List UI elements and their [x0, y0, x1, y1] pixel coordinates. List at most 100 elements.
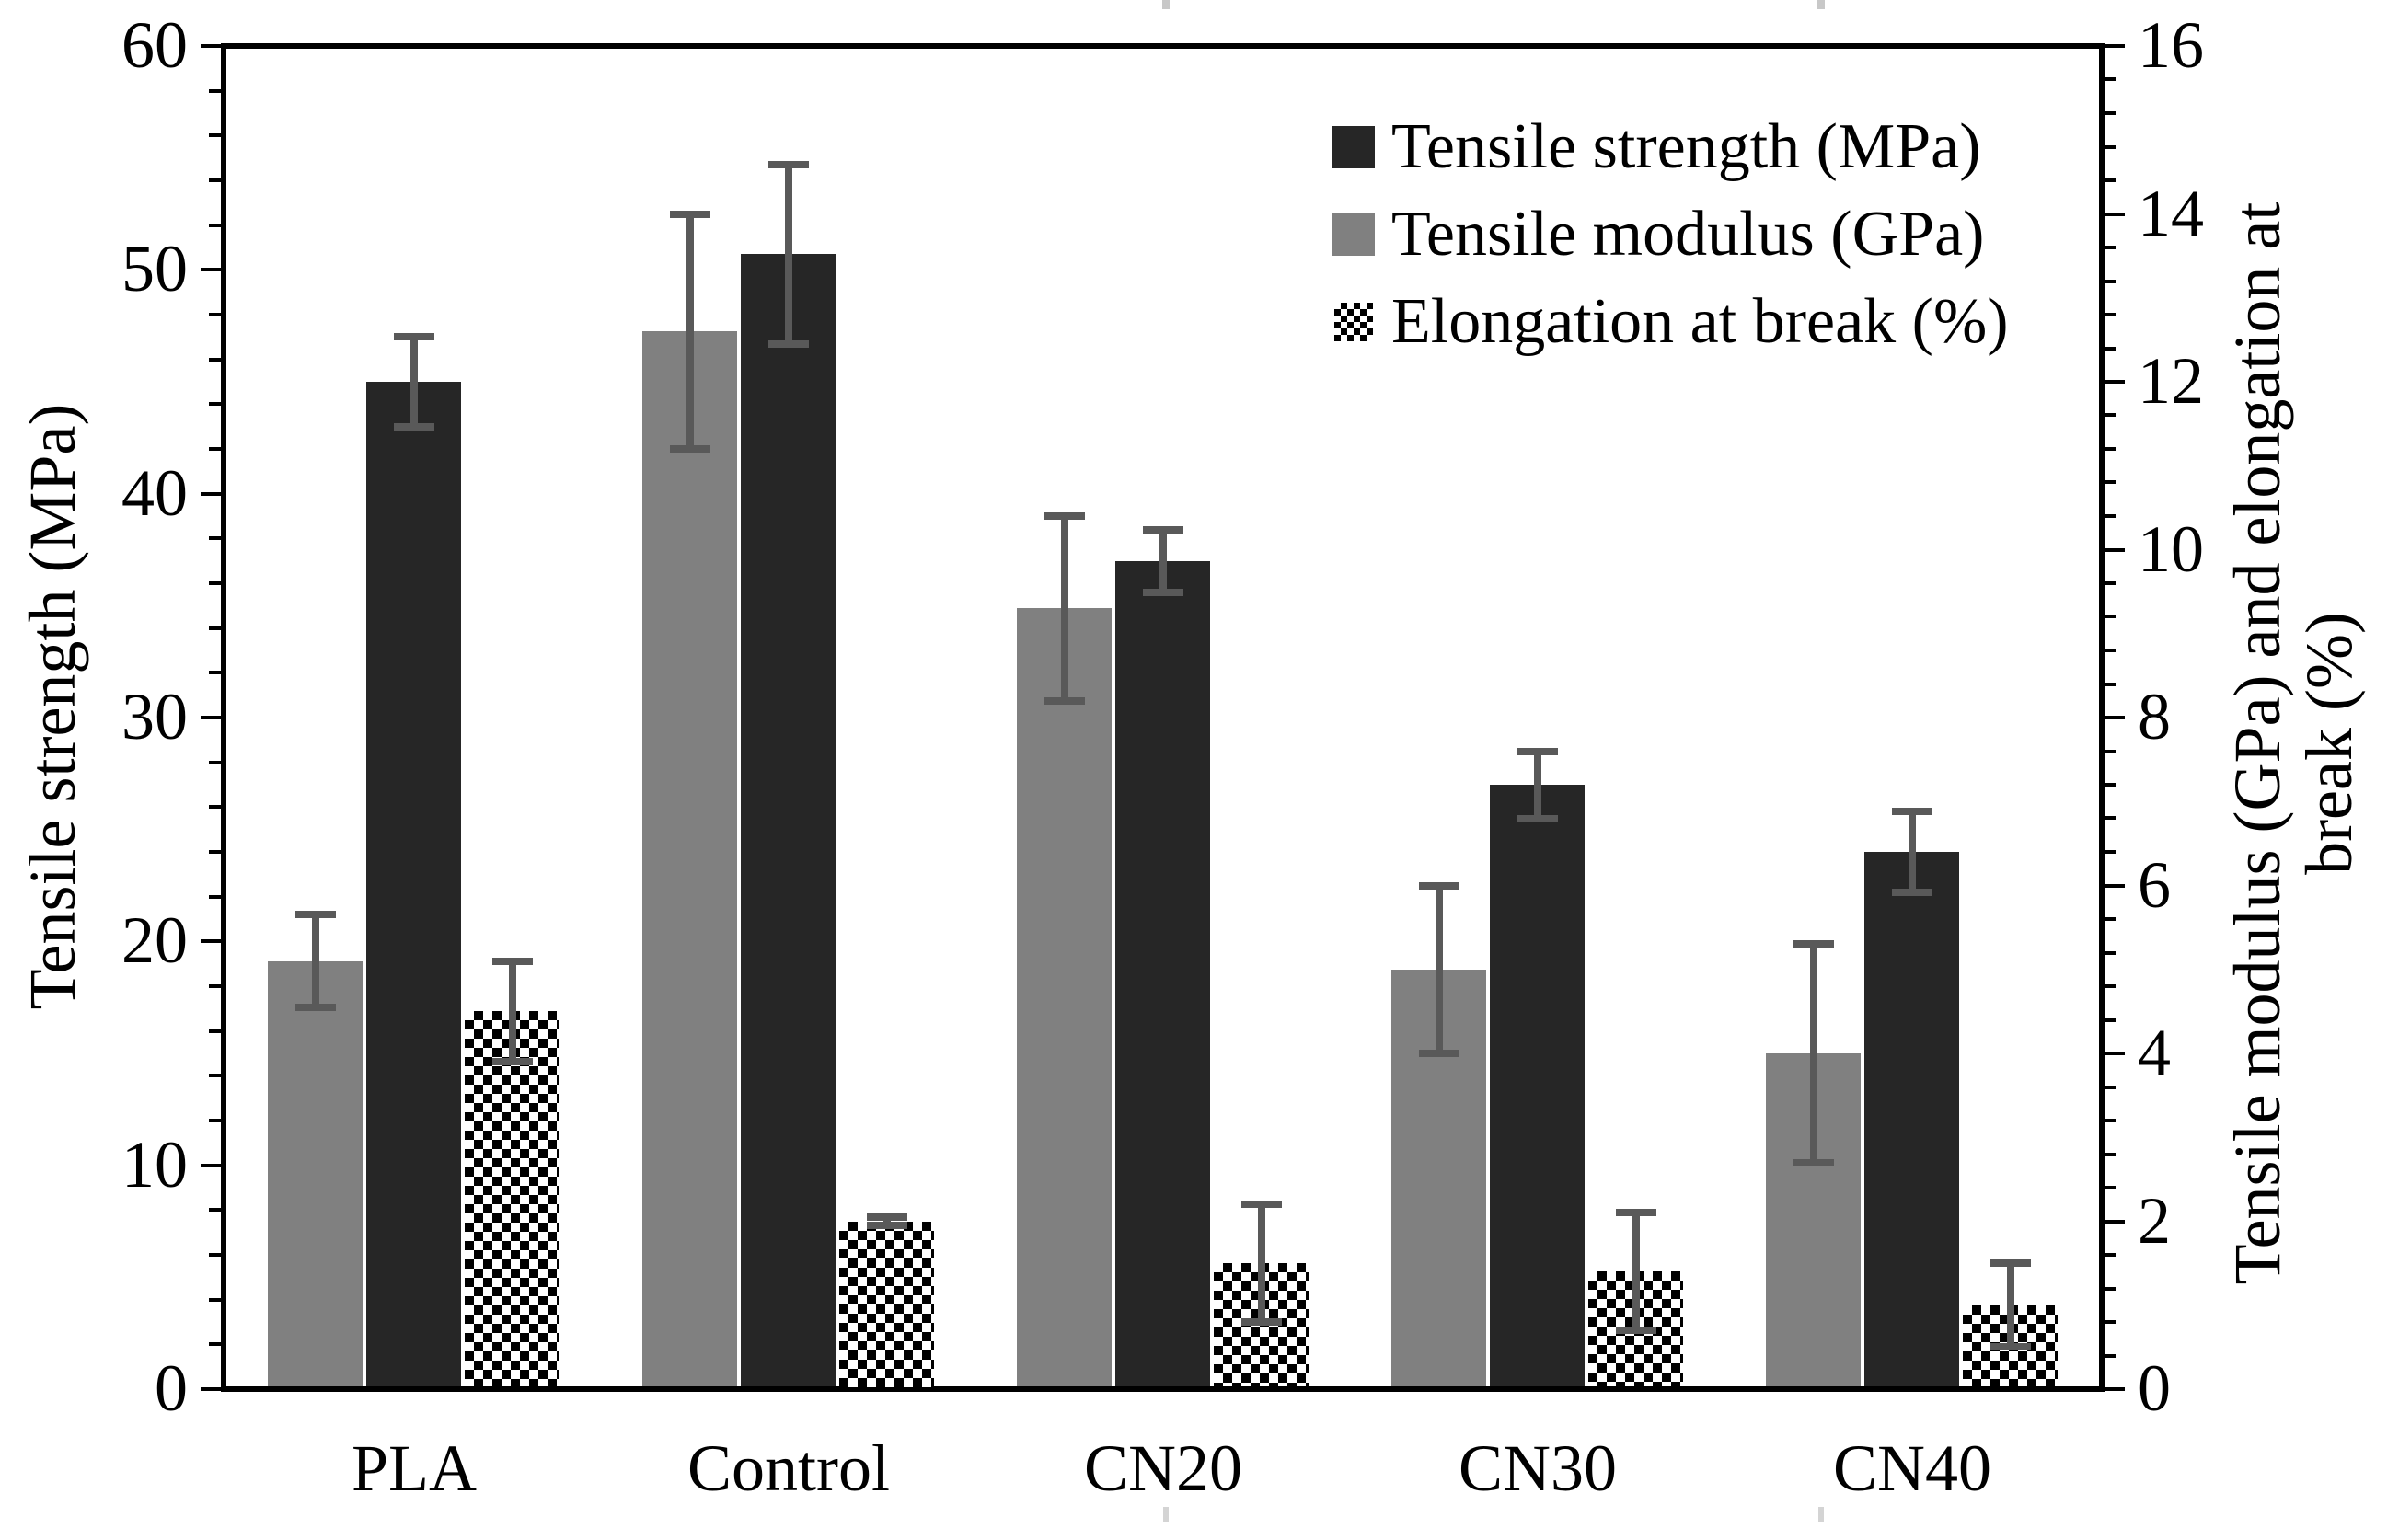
right-axis-major-tick — [2105, 213, 2125, 216]
left-axis-minor-tick — [209, 1119, 221, 1122]
viewer-artifact-bottom-left — [1163, 1507, 1169, 1522]
right-axis-major-tick — [2105, 1220, 2125, 1224]
error-bar-elongation-at-break-pla — [509, 961, 516, 1063]
error-bar-tensile-modulus-gpa-control — [686, 214, 694, 450]
right-axis-minor-tick — [2105, 413, 2116, 417]
left-axis-tick-label: 30 — [121, 680, 188, 753]
error-cap-top — [1241, 1201, 1282, 1208]
right-axis-major-tick — [2105, 1052, 2125, 1055]
left-axis-tick-label: 60 — [121, 8, 188, 82]
legend-entry-tensile-modulus: Tensile modulus (GPa) — [1332, 190, 2009, 278]
left-axis-minor-tick — [209, 1208, 221, 1212]
right-axis-minor-tick — [2105, 649, 2116, 652]
left-axis-minor-tick — [209, 447, 221, 451]
right-axis-major-tick — [2105, 716, 2125, 719]
left-axis-minor-tick — [209, 1074, 221, 1077]
error-cap-bottom — [295, 1004, 336, 1011]
right-axis-tick-label: 8 — [2138, 680, 2171, 753]
right-axis-major-tick — [2105, 1387, 2125, 1391]
right-axis-minor-tick — [2105, 1253, 2116, 1257]
left-axis-minor-tick — [209, 133, 221, 137]
right-axis-minor-tick — [2105, 1320, 2116, 1324]
error-bar-tensile-modulus-gpa-cn40 — [1810, 944, 1817, 1162]
left-axis-minor-tick — [209, 89, 221, 93]
bar-tensile-strength-mpa-cn30 — [1490, 785, 1585, 1386]
error-cap-bottom — [394, 423, 434, 431]
right-axis-tick-label: 4 — [2138, 1016, 2171, 1089]
left-axis-major-tick — [201, 268, 221, 271]
x-category-label: CN40 — [1832, 1431, 1992, 1505]
left-axis-minor-tick — [209, 1253, 221, 1257]
legend-swatch-elongation-icon — [1334, 302, 1373, 341]
right-axis-minor-tick — [2105, 178, 2116, 182]
legend-entry-tensile-strength: Tensile strength (MPa) — [1332, 103, 2009, 190]
error-bar-tensile-strength-mpa-cn40 — [1909, 811, 1916, 892]
error-bar-tensile-modulus-gpa-pla — [312, 914, 319, 1006]
error-cap-bottom — [768, 340, 809, 348]
left-axis-minor-tick — [209, 178, 221, 182]
error-bar-tensile-strength-mpa-cn30 — [1534, 752, 1541, 819]
left-axis-tick-label: 40 — [121, 456, 188, 530]
right-axis-line — [2099, 43, 2105, 1392]
left-axis-minor-tick — [209, 581, 221, 585]
error-bar-elongation-at-break-cn40 — [2007, 1263, 2014, 1347]
bar-tensile-modulus-gpa-pla — [268, 961, 363, 1386]
right-axis-minor-tick — [2105, 951, 2116, 955]
error-cap-bottom — [1616, 1327, 1656, 1334]
error-cap-bottom — [1143, 589, 1183, 596]
error-cap-top — [1616, 1209, 1656, 1216]
legend: Tensile strength (MPa) Tensile modulus (… — [1332, 103, 2009, 365]
error-cap-top — [670, 211, 710, 218]
right-axis-minor-tick — [2105, 984, 2116, 988]
error-bar-tensile-strength-mpa-control — [785, 165, 792, 344]
right-axis-minor-tick — [2105, 1086, 2116, 1089]
right-axis-minor-tick — [2105, 514, 2116, 518]
right-axis-tick-label: 12 — [2138, 344, 2204, 418]
viewer-artifact-bottom-right — [1818, 1507, 1824, 1522]
left-axis-minor-tick — [209, 313, 221, 316]
right-axis-tick-label: 14 — [2138, 177, 2204, 250]
error-bar-tensile-modulus-gpa-cn30 — [1436, 886, 1443, 1054]
bar-tensile-modulus-gpa-cn20 — [1017, 608, 1112, 1386]
error-cap-bottom — [1419, 1050, 1459, 1057]
x-category-label: PLA — [351, 1431, 478, 1505]
right-axis-title-line2: break (%) — [2292, 612, 2366, 875]
right-axis-minor-tick — [2105, 816, 2116, 820]
error-cap-top — [1793, 940, 1834, 948]
error-cap-bottom — [1044, 697, 1085, 705]
viewer-artifact-top-right — [1817, 0, 1825, 9]
error-cap-top — [295, 911, 336, 918]
error-cap-top — [1892, 808, 1932, 815]
viewer-artifact-top-left — [1162, 0, 1170, 9]
error-cap-bottom — [1517, 815, 1558, 822]
bar-tensile-strength-mpa-control — [741, 254, 836, 1386]
right-axis-minor-tick — [2105, 581, 2116, 585]
left-axis-minor-tick — [209, 626, 221, 630]
right-axis-major-tick — [2105, 380, 2125, 384]
right-axis-minor-tick — [2105, 850, 2116, 854]
right-axis-minor-tick — [2105, 683, 2116, 686]
right-axis-title-line1: Tensile modulus (GPa) and elongation at — [2220, 201, 2294, 1285]
x-category-label: Control — [686, 1431, 891, 1505]
left-axis-major-tick — [201, 939, 221, 943]
right-axis-minor-tick — [2105, 615, 2116, 618]
legend-swatch-strength-icon — [1332, 125, 1375, 168]
right-axis-minor-tick — [2105, 1354, 2116, 1358]
right-axis-major-tick — [2105, 44, 2125, 48]
bar-tensile-strength-mpa-cn40 — [1864, 852, 1959, 1386]
right-axis-major-tick — [2105, 884, 2125, 888]
error-cap-bottom — [492, 1058, 533, 1065]
error-cap-top — [768, 161, 809, 168]
left-axis-minor-tick — [209, 224, 221, 227]
legend-label-elongation: Elongation at break (%) — [1391, 285, 2009, 357]
right-axis-tick-label: 0 — [2138, 1351, 2171, 1425]
right-axis-minor-tick — [2105, 1287, 2116, 1291]
right-axis-minor-tick — [2105, 917, 2116, 921]
legend-label-strength: Tensile strength (MPa) — [1391, 110, 1981, 182]
bar-tensile-modulus-gpa-control — [642, 331, 737, 1386]
plot-top-border — [221, 43, 2105, 49]
error-cap-top — [1517, 748, 1558, 755]
left-axis-minor-tick — [209, 536, 221, 540]
error-bar-elongation-at-break-cn30 — [1632, 1212, 1640, 1330]
